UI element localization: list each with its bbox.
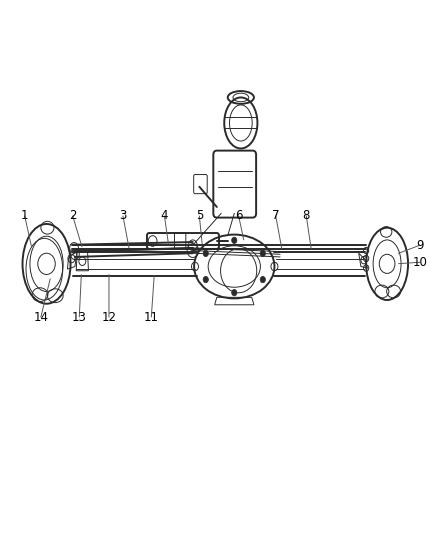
Circle shape bbox=[260, 277, 265, 283]
Circle shape bbox=[203, 250, 208, 256]
Text: 8: 8 bbox=[303, 209, 310, 222]
Text: 2: 2 bbox=[69, 209, 77, 222]
Text: 1: 1 bbox=[21, 209, 28, 222]
Text: 7: 7 bbox=[272, 209, 279, 222]
Text: 9: 9 bbox=[416, 239, 424, 252]
Text: 4: 4 bbox=[161, 209, 168, 222]
Circle shape bbox=[232, 237, 237, 244]
Text: 13: 13 bbox=[72, 311, 87, 324]
Circle shape bbox=[232, 289, 237, 296]
Circle shape bbox=[203, 277, 208, 283]
Text: 5: 5 bbox=[196, 209, 203, 222]
Text: 14: 14 bbox=[33, 311, 48, 324]
Text: 10: 10 bbox=[413, 256, 427, 269]
Text: 11: 11 bbox=[144, 311, 159, 324]
Text: 3: 3 bbox=[119, 209, 127, 222]
Circle shape bbox=[260, 250, 265, 256]
Text: 12: 12 bbox=[102, 311, 117, 324]
Text: 6: 6 bbox=[235, 209, 242, 222]
